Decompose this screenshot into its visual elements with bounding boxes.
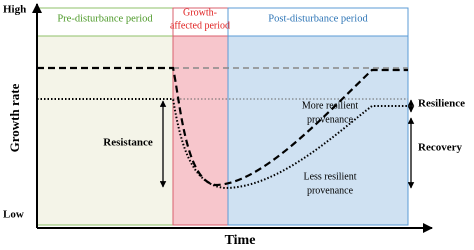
pre-header: [36, 7, 174, 37]
y-low: Low: [3, 209, 24, 221]
resistance-label: Resistance: [103, 137, 153, 149]
y-high: High: [3, 4, 26, 16]
affected-header: [172, 7, 229, 37]
y-axis-label: Growth rate: [7, 83, 22, 152]
period-label: Pre-disturbance period: [57, 13, 153, 24]
recovery-label: Recovery: [418, 142, 462, 154]
annotation: Less resilient: [303, 171, 356, 182]
annotation: provenance: [307, 185, 354, 196]
period-label: Post-disturbance period: [268, 13, 368, 24]
x-axis-label: Time: [225, 233, 256, 248]
post-region: [227, 35, 409, 226]
more-resilient-curve: [37, 66, 408, 187]
annotation: More resilient: [302, 100, 359, 111]
post-header: [227, 7, 409, 37]
annotation: provenance: [307, 114, 354, 125]
resilience-label: Resilience: [418, 98, 465, 110]
period-label: Growth-: [183, 7, 217, 18]
period-label: affected period: [170, 20, 230, 31]
pre-region: [36, 35, 174, 226]
affected-region: [172, 35, 229, 226]
